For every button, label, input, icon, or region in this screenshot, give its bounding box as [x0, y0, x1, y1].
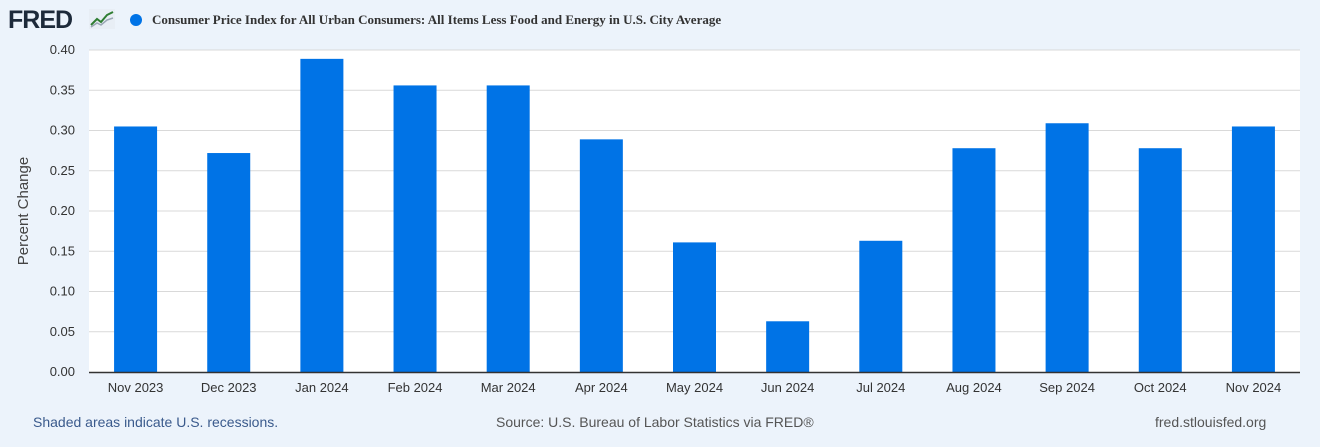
source-note: Source: U.S. Bureau of Labor Statistics … — [496, 414, 814, 430]
y-tick-label: 0.35 — [50, 82, 75, 97]
x-axis-ticks: Nov 2023 Dec 2023 Jan 2024 Feb 2024 Mar 2024… — [108, 380, 1282, 395]
bar-mar-2024[interactable] — [486, 85, 530, 373]
x-tick-label: Jul 2024 — [856, 380, 905, 395]
bar-jul-2024[interactable] — [859, 240, 903, 372]
x-tick-label: Jun 2024 — [761, 380, 815, 395]
recession-note: Shaded areas indicate U.S. recessions. — [33, 414, 279, 430]
bar-nov-2024[interactable] — [1231, 126, 1275, 372]
y-tick-label: 0.40 — [50, 42, 75, 57]
fred-logo[interactable]: FRED — [8, 6, 73, 34]
legend-label[interactable]: Consumer Price Index for All Urban Consu… — [152, 12, 722, 27]
x-tick-label: Nov 2024 — [1226, 380, 1282, 395]
trend-line-icon — [89, 9, 115, 29]
bar-jan-2024[interactable] — [300, 58, 344, 372]
y-axis-ticks: 0.00 0.05 0.10 0.15 0.20 0.25 0.30 0.35 0.40 — [50, 42, 75, 379]
x-tick-label: Apr 2024 — [575, 380, 628, 395]
x-tick-label: Feb 2024 — [388, 380, 443, 395]
y-tick-label: 0.10 — [50, 284, 75, 299]
bar-nov-2023[interactable] — [114, 126, 158, 372]
x-tick-label: Aug 2024 — [946, 380, 1002, 395]
legend-marker[interactable] — [130, 14, 142, 26]
x-tick-label: Oct 2024 — [1134, 380, 1187, 395]
bar-aug-2024[interactable] — [952, 148, 996, 372]
bar-oct-2024[interactable] — [1138, 148, 1182, 372]
x-tick-label: Dec 2023 — [201, 380, 257, 395]
y-axis-label: Percent Change — [15, 157, 32, 265]
y-tick-label: 0.15 — [50, 243, 75, 258]
y-tick-label: 0.05 — [50, 324, 75, 339]
x-tick-label: May 2024 — [666, 380, 723, 395]
x-tick-label: Mar 2024 — [481, 380, 536, 395]
bar-jun-2024[interactable] — [766, 321, 810, 372]
bar-apr-2024[interactable] — [579, 139, 623, 372]
chart-header: FRED Consumer Price Index for All Urban … — [0, 0, 1320, 40]
bar-sep-2024[interactable] — [1045, 123, 1089, 372]
x-tick-label: Jan 2024 — [295, 380, 349, 395]
y-tick-label: 0.20 — [50, 203, 75, 218]
bar-dec-2023[interactable] — [207, 153, 251, 372]
y-tick-label: 0.25 — [50, 163, 75, 178]
bar-feb-2024[interactable] — [393, 85, 437, 373]
y-tick-label: 0.00 — [50, 364, 75, 379]
bar-may-2024[interactable] — [673, 242, 716, 372]
bars — [114, 58, 1275, 373]
x-tick-label: Sep 2024 — [1039, 380, 1095, 395]
y-tick-label: 0.30 — [50, 123, 75, 138]
x-tick-label: Nov 2023 — [108, 380, 164, 395]
fred-url-link[interactable]: fred.stlouisfed.org — [1155, 414, 1267, 430]
